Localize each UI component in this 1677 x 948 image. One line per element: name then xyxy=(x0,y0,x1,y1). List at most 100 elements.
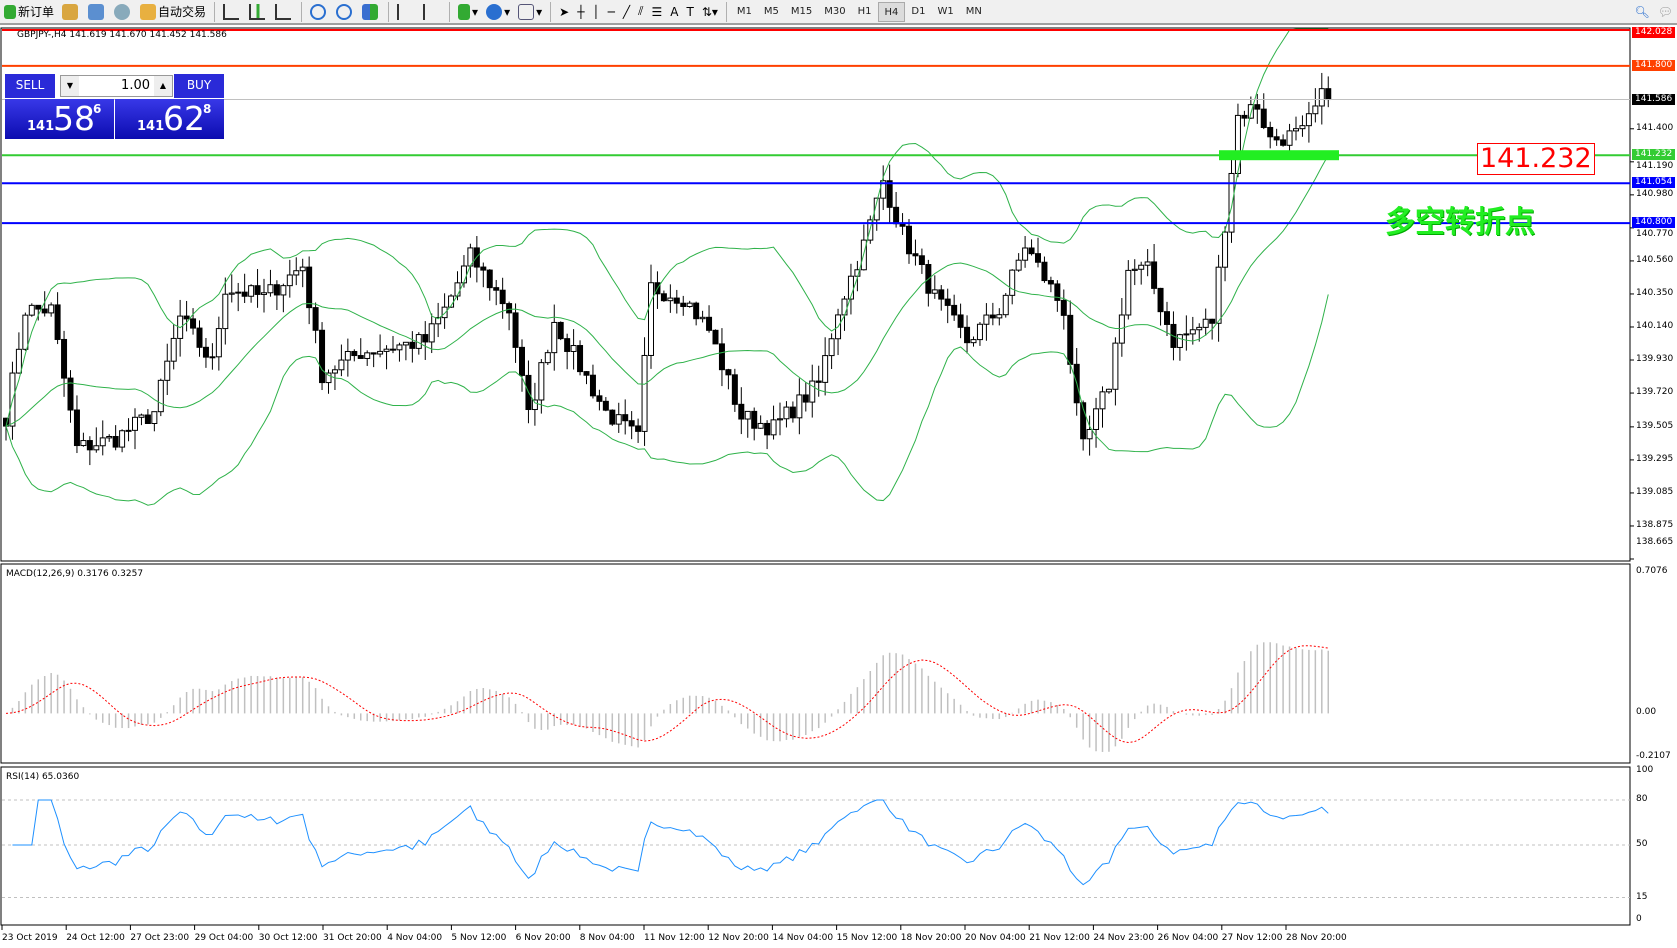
channel-button[interactable]: ⫽ xyxy=(634,1,647,23)
zoom-in-button[interactable] xyxy=(306,1,332,23)
bullish-candle xyxy=(235,291,242,294)
time-label: 5 Nov 12:00 xyxy=(451,933,507,943)
bullish-candle xyxy=(15,348,22,374)
text-label-icon: T xyxy=(686,4,694,19)
bollinger-upper-band xyxy=(5,28,1329,427)
bullish-candle xyxy=(841,298,848,316)
macd-scale-max: 0.7076 xyxy=(1636,566,1668,576)
timeframe-mn[interactable]: MN xyxy=(965,5,982,17)
arrows-icon: ⇅▾ xyxy=(701,4,718,19)
book-icon xyxy=(62,3,79,20)
lot-increase-button[interactable]: ▲ xyxy=(154,76,172,96)
bullish-candle xyxy=(1293,128,1299,132)
bearish-candle xyxy=(506,303,513,314)
toolbar: 新订单 自动交易 ▾ ▾ ▾ ➤ ┼ │ ─ ╱ ⫽ ☰ A T ⇅▾ M1 M5… xyxy=(0,0,1677,25)
chart-window[interactable]: GBPJPY-,H4 141.619 141.670 141.452 141.5… xyxy=(0,27,1677,948)
chart-header: GBPJPY-,H4 141.619 141.670 141.452 141.5… xyxy=(17,30,227,40)
chart-shift-button[interactable] xyxy=(419,1,445,23)
reversal-point-label[interactable]: 多空转折点 xyxy=(1385,205,1535,240)
text-button[interactable]: A xyxy=(666,1,682,23)
one-click-trading-panel: SELL ▼ 1.00 ▲ BUY 141 58 6 141 62 8 xyxy=(5,74,224,139)
bearish-candle xyxy=(886,180,893,208)
bearish-candle xyxy=(1035,253,1041,263)
text-label-button[interactable]: T xyxy=(682,1,697,23)
templates-button[interactable]: ▾ xyxy=(514,1,546,23)
auto-trading-icon xyxy=(140,3,157,20)
bearish-candle xyxy=(557,321,564,340)
template-icon xyxy=(518,3,535,20)
tile-windows-button[interactable] xyxy=(358,1,384,23)
bullish-candle xyxy=(976,323,983,341)
bearish-candle xyxy=(589,374,596,397)
timeframe-m30[interactable]: M30 xyxy=(824,5,846,17)
bullish-candle xyxy=(280,285,287,296)
cursor-button[interactable]: ➤ xyxy=(555,1,573,23)
fibonacci-button[interactable]: ☰ xyxy=(647,1,666,23)
zoom-out-button[interactable] xyxy=(332,1,358,23)
price-annotation[interactable]: 141.232 xyxy=(1477,143,1595,175)
auto-trading-button[interactable]: 自动交易 xyxy=(136,1,210,23)
indicators-button[interactable]: ▾ xyxy=(454,1,482,23)
buy-button[interactable]: BUY xyxy=(174,74,224,98)
chart-canvas[interactable] xyxy=(0,27,1677,948)
chat-button[interactable]: 💬︎ xyxy=(1654,1,1677,23)
bearish-candle xyxy=(1157,287,1164,313)
price-tag-141.586: 141.586 xyxy=(1632,93,1676,105)
auto-scroll-button[interactable] xyxy=(393,1,419,23)
bearish-candle xyxy=(312,307,319,331)
macd-scale-min: -0.2107 xyxy=(1636,751,1671,761)
bearish-candle xyxy=(357,355,364,359)
bearish-candle xyxy=(196,327,203,348)
bollinger-lower-band xyxy=(5,294,1329,506)
bullish-candle xyxy=(1002,294,1009,316)
signals-button[interactable] xyxy=(110,1,136,23)
sell-button[interactable]: SELL xyxy=(5,74,55,98)
bullish-candle xyxy=(686,302,693,308)
bullish-candle xyxy=(248,285,255,297)
bullish-candle xyxy=(770,419,777,436)
bullish-candle xyxy=(267,284,274,294)
bearish-candle xyxy=(706,316,713,331)
timeframe-d1[interactable]: D1 xyxy=(911,5,926,17)
line-chart-button[interactable] xyxy=(271,1,297,23)
bullish-candle xyxy=(338,359,345,371)
bar-chart-button[interactable] xyxy=(219,1,245,23)
bearish-candle xyxy=(73,409,80,447)
timeframe-w1[interactable]: W1 xyxy=(937,5,954,17)
bullish-candle xyxy=(1131,268,1138,271)
horizontal-line-button[interactable]: ─ xyxy=(604,1,619,23)
bearish-candle xyxy=(486,269,493,289)
bearish-candle xyxy=(693,302,700,320)
crosshair-button[interactable]: ┼ xyxy=(573,1,588,23)
rsi-scale-0: 0 xyxy=(1636,914,1642,924)
bearish-candle xyxy=(751,410,758,429)
vertical-line-button[interactable]: │ xyxy=(588,1,603,23)
bearish-candle xyxy=(183,315,190,320)
bid-price[interactable]: 141 58 6 xyxy=(5,99,114,139)
bullish-candle xyxy=(364,352,371,359)
bearish-candle xyxy=(1267,126,1274,138)
trendline-button[interactable]: ╱ xyxy=(619,1,634,23)
terminal-button[interactable] xyxy=(84,1,110,23)
arrows-button[interactable]: ⇅▾ xyxy=(698,1,722,23)
bullish-candle xyxy=(1099,391,1106,410)
lot-decrease-button[interactable]: ▼ xyxy=(61,76,79,96)
lot-size-field[interactable]: ▼ 1.00 ▲ xyxy=(60,75,173,97)
bullish-candle xyxy=(996,314,1003,319)
text-icon: A xyxy=(670,4,679,19)
new-order-button[interactable]: 新订单 xyxy=(0,1,58,23)
meta-editor-button[interactable] xyxy=(58,1,84,23)
periods-button[interactable]: ▾ xyxy=(482,1,514,23)
search-button[interactable]: 🔍︎ xyxy=(1631,1,1654,23)
timeframe-m5[interactable]: M5 xyxy=(763,5,779,17)
price-label: 141.190 xyxy=(1636,161,1674,172)
timeframe-m15[interactable]: M15 xyxy=(790,5,813,17)
timeframe-h4[interactable]: H4 xyxy=(877,1,906,22)
bearish-candle xyxy=(964,326,971,344)
candle-chart-button[interactable] xyxy=(245,1,271,23)
bearish-candle xyxy=(241,291,248,297)
timeframe-h1[interactable]: H1 xyxy=(857,5,872,17)
ask-price[interactable]: 141 62 8 xyxy=(115,99,224,139)
price-tag-142.028: 142.028 xyxy=(1632,27,1676,38)
timeframe-m1[interactable]: M1 xyxy=(736,5,752,17)
